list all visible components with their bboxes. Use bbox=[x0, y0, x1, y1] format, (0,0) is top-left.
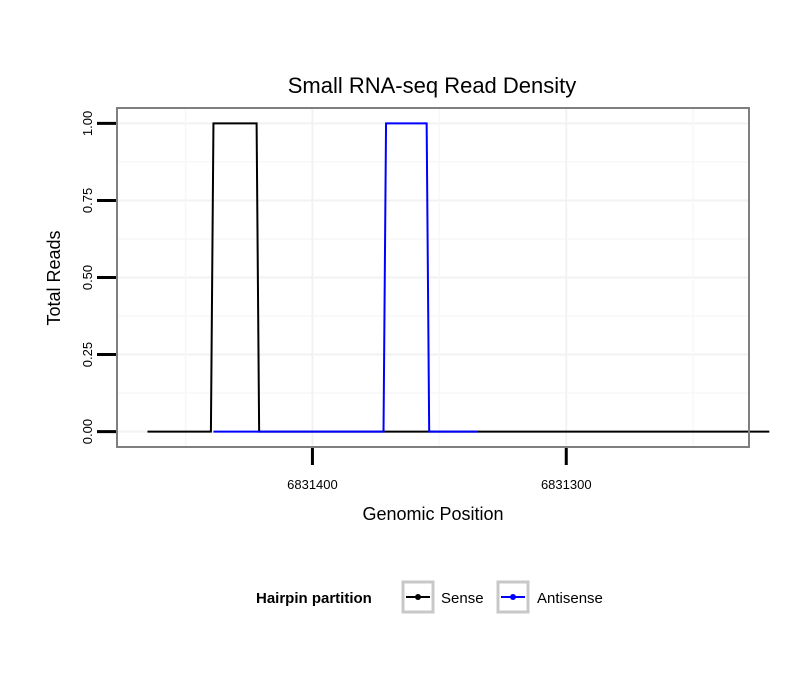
y-axis: 0.00 0.25 0.50 0.75 1.00 bbox=[80, 111, 116, 444]
y-tick-label-2: 0.50 bbox=[80, 265, 95, 290]
legend-key-antisense-point bbox=[510, 594, 516, 600]
x-axis: 6831400 6831300 bbox=[287, 448, 592, 492]
legend-title: Hairpin partition bbox=[256, 590, 372, 607]
y-axis-title: Total Reads bbox=[44, 230, 64, 325]
y-tick-label-1: 0.25 bbox=[80, 342, 95, 367]
series-lines bbox=[147, 122, 770, 433]
plot-panel-border bbox=[116, 107, 750, 448]
series-line-antisense bbox=[213, 122, 478, 433]
y-tick-label-3: 0.75 bbox=[80, 188, 95, 213]
legend-label-sense: Sense bbox=[441, 590, 484, 607]
legend: Hairpin partition Sense Antisense bbox=[256, 580, 603, 614]
legend-item-antisense: Antisense bbox=[496, 580, 603, 614]
x-axis-title: Genomic Position bbox=[362, 504, 503, 524]
y-tick-label-4: 1.00 bbox=[80, 111, 95, 136]
legend-label-antisense: Antisense bbox=[537, 590, 603, 607]
y-tick-label-0: 0.00 bbox=[80, 419, 95, 444]
x-tick-label-1: 6831300 bbox=[541, 477, 592, 492]
chart-title: Small RNA-seq Read Density bbox=[288, 73, 577, 98]
grid bbox=[117, 108, 749, 447]
legend-key-sense-point bbox=[415, 594, 421, 600]
legend-item-sense: Sense bbox=[401, 580, 484, 614]
x-tick-label-0: 6831400 bbox=[287, 477, 338, 492]
